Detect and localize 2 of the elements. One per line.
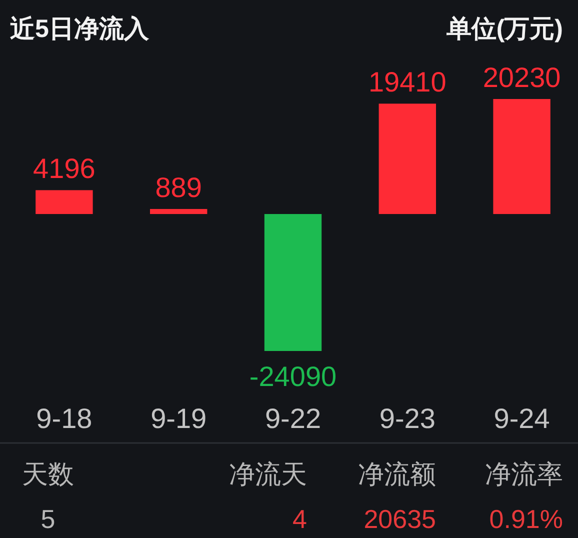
title: 近5日净流入 — [10, 15, 149, 43]
annotation: 单位(万元) — [446, 15, 563, 43]
